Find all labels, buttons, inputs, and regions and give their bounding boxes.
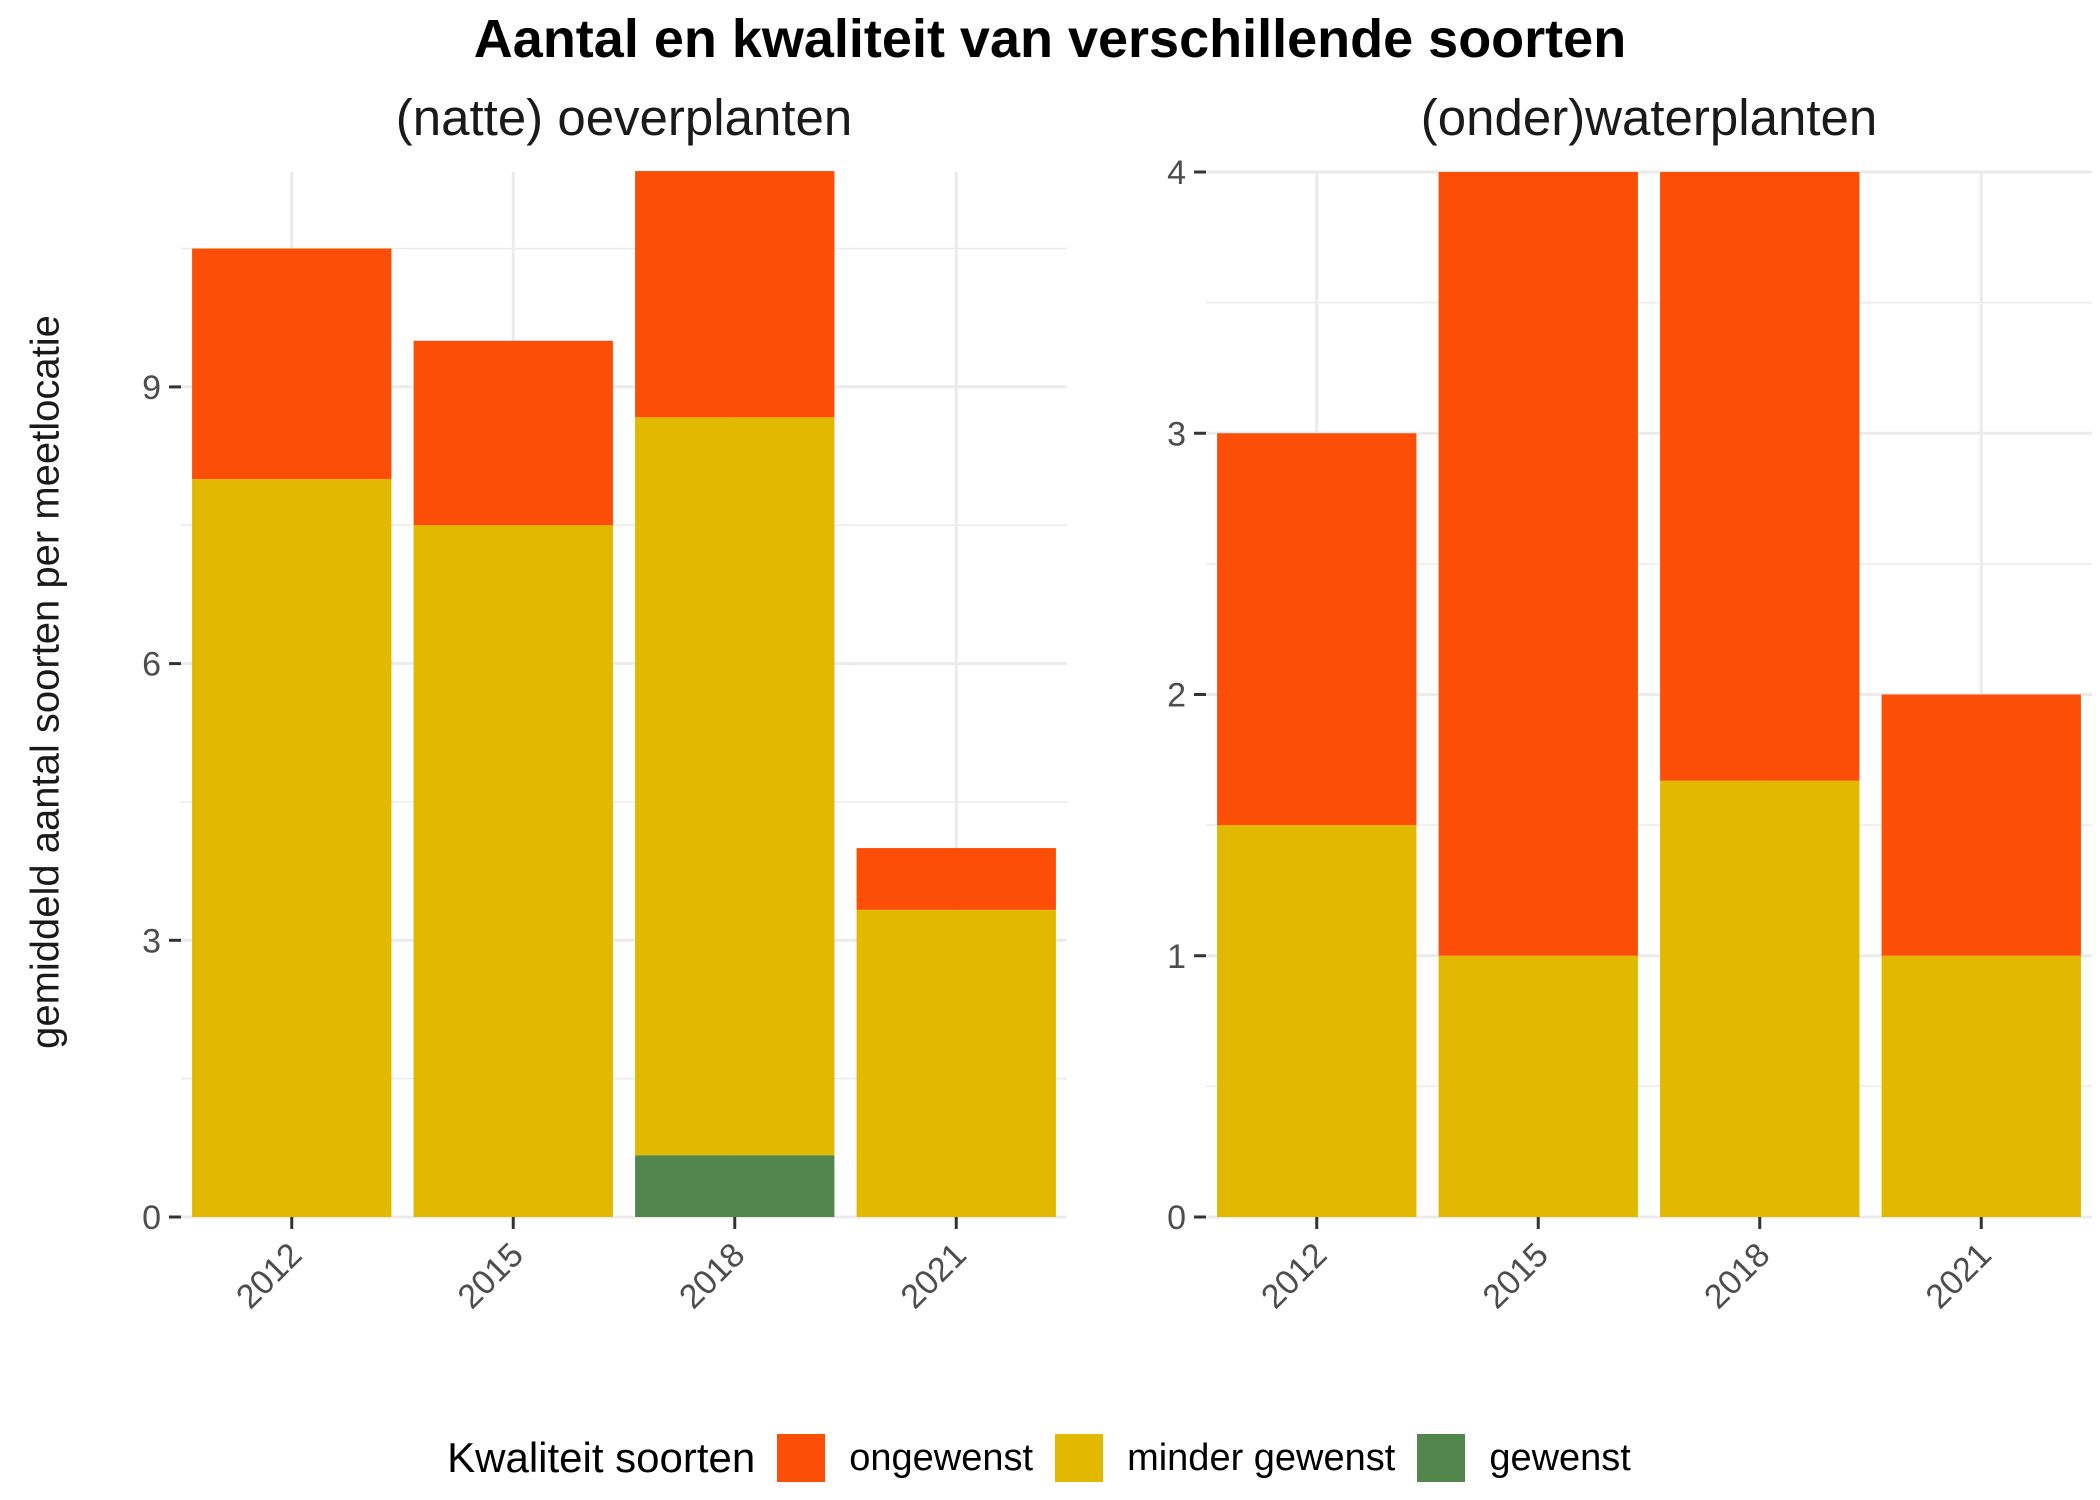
legend-label-minder-gewenst: minder gewenst	[1127, 1436, 1396, 1479]
bar-minder-gewenst-2021	[856, 909, 1056, 1217]
chart-title: Aantal en kwaliteit van verschillende so…	[473, 9, 1627, 69]
y-tick-label: 4	[1167, 154, 1186, 192]
legend-title: Kwaliteit soorten	[447, 1434, 756, 1481]
y-tick-label: 9	[142, 369, 161, 407]
x-tick-label: 2012	[1254, 1236, 1334, 1316]
panel-title-oeverplanten: (natte) oeverplanten	[395, 89, 853, 146]
bar-ongewenst-2021	[856, 848, 1056, 910]
legend-item-minder-gewenst: minder gewenst	[1055, 1434, 1395, 1482]
chart-plot-area: 0 3 6 9 2012 2015 2018 2021 0 1 2 3 4 2012 2015 2018 202…	[142, 154, 2092, 1316]
y-tick-label: 3	[142, 922, 161, 960]
legend-swatch-minder-gewenst	[1055, 1434, 1104, 1482]
panel-title-waterplanten: (onder)waterplanten	[1420, 89, 1878, 146]
x-tick-label: 2018	[1697, 1236, 1777, 1316]
bar-minder-gewenst-2012	[192, 479, 392, 1217]
x-tick-label: 2015	[1476, 1236, 1556, 1316]
x-tick-label: 2012	[229, 1236, 309, 1316]
bar-minder-gewenst-2021	[1881, 955, 2081, 1217]
x-tick-label: 2021	[894, 1236, 974, 1316]
y-tick-label: 1	[1167, 938, 1186, 976]
bar-ongewenst-2015	[1438, 172, 1638, 956]
bar-ongewenst-2018	[1660, 172, 1860, 781]
legend-swatch-ongewenst	[777, 1434, 826, 1482]
bar-ongewenst-2012	[1217, 433, 1417, 826]
y-tick-label: 0	[142, 1199, 161, 1237]
bar-ongewenst-2015	[413, 340, 613, 526]
legend: Kwaliteit soorten ongewenst minder gewen…	[0, 1428, 2100, 1488]
legend-item-ongewenst: ongewenst	[777, 1434, 1033, 1482]
legend-label-gewenst: gewenst	[1489, 1436, 1631, 1479]
bar-minder-gewenst-2015	[1438, 955, 1638, 1217]
x-tick-label: 2018	[672, 1236, 752, 1316]
bar-minder-gewenst-2012	[1217, 825, 1417, 1217]
bar-ongewenst-2012	[192, 248, 392, 480]
bar-ongewenst-2018	[635, 171, 835, 418]
bar-minder-gewenst-2018	[635, 417, 835, 1156]
y-tick-label: 3	[1167, 415, 1186, 453]
legend-label-ongewenst: ongewenst	[849, 1436, 1034, 1479]
bar-minder-gewenst-2018	[1660, 780, 1860, 1217]
x-tick-label: 2021	[1919, 1236, 1999, 1316]
legend-item-gewenst: gewenst	[1417, 1434, 1631, 1482]
y-tick-label: 6	[142, 646, 161, 684]
bar-ongewenst-2021	[1881, 694, 2081, 956]
bar-minder-gewenst-2015	[413, 525, 613, 1217]
y-tick-label: 0	[1167, 1199, 1186, 1237]
x-tick-label: 2015	[451, 1236, 531, 1316]
y-tick-label: 2	[1167, 677, 1186, 715]
bar-gewenst-2018	[635, 1155, 835, 1217]
legend-swatch-gewenst	[1417, 1434, 1466, 1482]
